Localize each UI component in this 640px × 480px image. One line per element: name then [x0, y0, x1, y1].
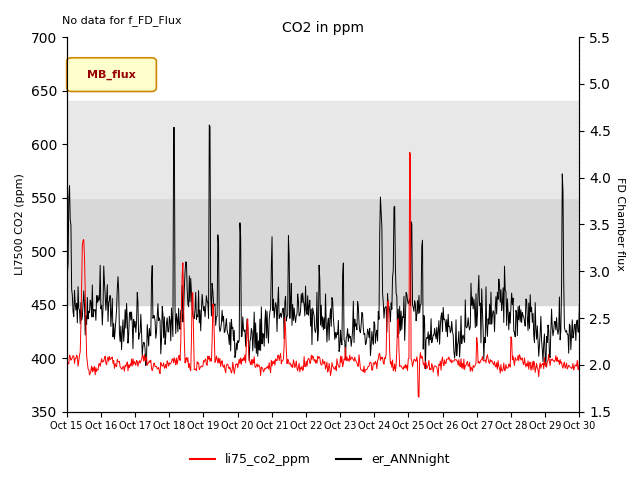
- Legend: li75_co2_ppm, er_ANNnight: li75_co2_ppm, er_ANNnight: [186, 448, 454, 471]
- Y-axis label: FD Chamber flux: FD Chamber flux: [615, 178, 625, 271]
- Bar: [67, 198, 579, 305]
- Text: MB_flux: MB_flux: [88, 70, 136, 80]
- Bar: [67, 101, 579, 198]
- FancyBboxPatch shape: [67, 58, 156, 92]
- Text: No data for f_FD_Flux: No data for f_FD_Flux: [61, 15, 181, 25]
- Title: CO2 in ppm: CO2 in ppm: [282, 21, 364, 35]
- Y-axis label: LI7500 CO2 (ppm): LI7500 CO2 (ppm): [15, 173, 25, 276]
